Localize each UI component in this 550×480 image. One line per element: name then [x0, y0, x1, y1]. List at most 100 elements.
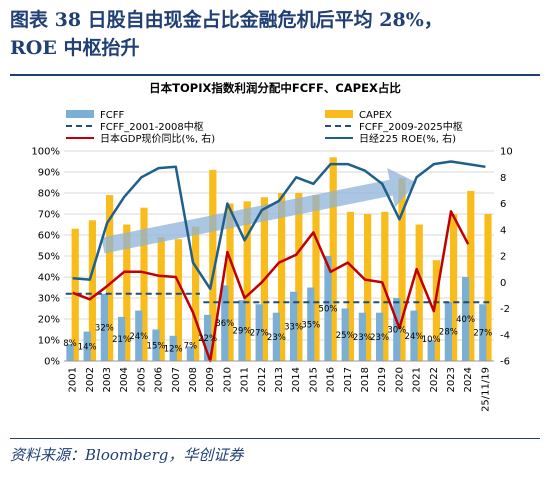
fcff-data-label: 10%: [422, 335, 441, 345]
fcff-data-label: 24%: [129, 332, 148, 342]
x-tick-label: 2001: [68, 367, 79, 392]
fcff-data-label: 35%: [301, 320, 320, 330]
top-rule: [10, 74, 540, 76]
capex-bar: [209, 169, 217, 361]
x-tick-label: 2024: [463, 367, 474, 392]
y-right-tick-label: -2: [500, 304, 510, 315]
fcff-bar: [221, 285, 229, 361]
x-tick-label: 2004: [119, 367, 130, 392]
fcff-bar: [341, 308, 349, 361]
y-left-tick-label: 90%: [38, 168, 60, 179]
fcff-data-label: 25%: [336, 331, 355, 341]
x-tick-label: 2016: [326, 367, 337, 392]
fcff-bar: [324, 256, 332, 361]
capex-bar: [329, 157, 337, 361]
capex-bar: [346, 211, 355, 361]
capex-bar: [450, 214, 458, 361]
fcff-bar: [255, 304, 263, 361]
capex-bar: [192, 226, 200, 361]
fcff-bar: [307, 287, 315, 361]
x-tick-label: 2013: [274, 367, 285, 392]
y-right-tick-label: -6: [500, 357, 510, 368]
fcff-data-label: 23%: [267, 333, 286, 343]
x-tick-label: 2002: [85, 367, 96, 392]
capex-bar: [312, 195, 320, 361]
x-tick-label: 2023: [446, 367, 457, 392]
legend-label-2: FCFF_2001-2008中枢: [100, 120, 204, 133]
fcff-data-label: 28%: [439, 328, 458, 338]
y-right-tick-label: 2: [500, 252, 506, 263]
fcff-bar: [444, 302, 452, 361]
capex-bar: [123, 224, 131, 361]
y-left-tick-label: 50%: [38, 252, 60, 263]
x-tick-label: 2019: [377, 367, 388, 392]
fcff-data-label: 15%: [147, 341, 166, 351]
capex-bar: [467, 190, 475, 361]
fcff-bar: [289, 291, 298, 361]
x-tick-label: 2008: [188, 367, 199, 392]
figure-title: 图表 38 日股自由现金占比金融危机后平均 28%， ROE 中枢抬升: [10, 6, 540, 62]
fcff-data-label: 14%: [78, 342, 97, 352]
capex-bar: [140, 207, 148, 361]
fcff-data-label: 24%: [405, 332, 424, 342]
legend-label-0: FCFF: [100, 110, 124, 121]
legend-label-5: 日经225 ROE(%, 右): [359, 132, 456, 145]
capex-bar: [243, 201, 251, 361]
fcff-bar: [152, 329, 160, 361]
fcff-data-label: 22%: [198, 334, 217, 344]
fcff-data-label: 7%: [184, 341, 198, 351]
fcff-data-label: 33%: [284, 322, 303, 332]
trend-arrow: [101, 168, 417, 254]
x-tick-label: 25/11/19: [480, 367, 491, 412]
x-tick-label: 2021: [412, 367, 423, 392]
fcff-data-label: 8%: [63, 339, 77, 349]
capex-bar: [88, 220, 97, 361]
legend-swatch-1: [325, 110, 353, 118]
fcff-bar: [272, 312, 280, 361]
y-right-tick-label: -4: [500, 330, 510, 341]
fcff-data-label: 40%: [456, 315, 475, 325]
x-tick-label: 2017: [343, 367, 354, 392]
legend-label-3: FCFF_2009-2025中枢: [359, 120, 463, 133]
fcff-bar: [66, 344, 74, 361]
fcff-data-label: 27%: [250, 329, 269, 339]
y-left-tick-label: 60%: [38, 231, 60, 242]
fcff-bar: [427, 340, 435, 361]
series-line-1: [72, 160, 486, 291]
fcff-bar: [410, 310, 418, 361]
chart-title: 日本TOPIX指数利润分配中FCFF、CAPEX占比: [149, 81, 401, 95]
fcff-data-label: 50%: [319, 305, 338, 315]
x-tick-label: 2011: [240, 367, 251, 392]
x-tick-label: 2007: [171, 367, 182, 392]
x-tick-label: 2005: [136, 367, 147, 392]
fcff-data-label: 23%: [353, 333, 372, 343]
fcff-bar: [83, 331, 91, 361]
y-right-tick-label: 10: [500, 147, 513, 158]
fcff-bar: [117, 316, 126, 361]
fcff-bar: [393, 298, 401, 361]
x-tick-label: 2014: [291, 367, 302, 392]
y-left-tick-label: 100%: [31, 147, 60, 158]
fcff-bar: [203, 314, 212, 361]
bottom-rule: [10, 438, 540, 439]
figure-title-line2: ROE 中枢抬升: [10, 37, 140, 59]
y-left-tick-label: 20%: [38, 315, 60, 326]
fcff-bar: [358, 312, 366, 361]
fcff-bar: [479, 304, 487, 361]
capex-bar: [157, 237, 165, 361]
fcff-data-label: 21%: [112, 335, 131, 345]
y-left-tick-label: 10%: [38, 336, 60, 347]
capex-bar: [106, 195, 114, 361]
x-tick-label: 2003: [102, 367, 113, 392]
y-right-tick-label: 8: [500, 173, 506, 184]
capex-bar: [484, 214, 492, 361]
fcff-bar: [375, 312, 384, 361]
x-tick-label: 2006: [154, 367, 165, 392]
x-tick-label: 2022: [429, 367, 440, 392]
y-left-tick-label: 40%: [38, 273, 60, 284]
legend-label-4: 日本GDP现价同比(%, 右): [100, 132, 215, 145]
fcff-data-label: 23%: [370, 333, 389, 343]
x-tick-label: 2018: [360, 367, 371, 392]
fcff-bar: [135, 310, 143, 361]
capex-bar: [295, 193, 303, 361]
